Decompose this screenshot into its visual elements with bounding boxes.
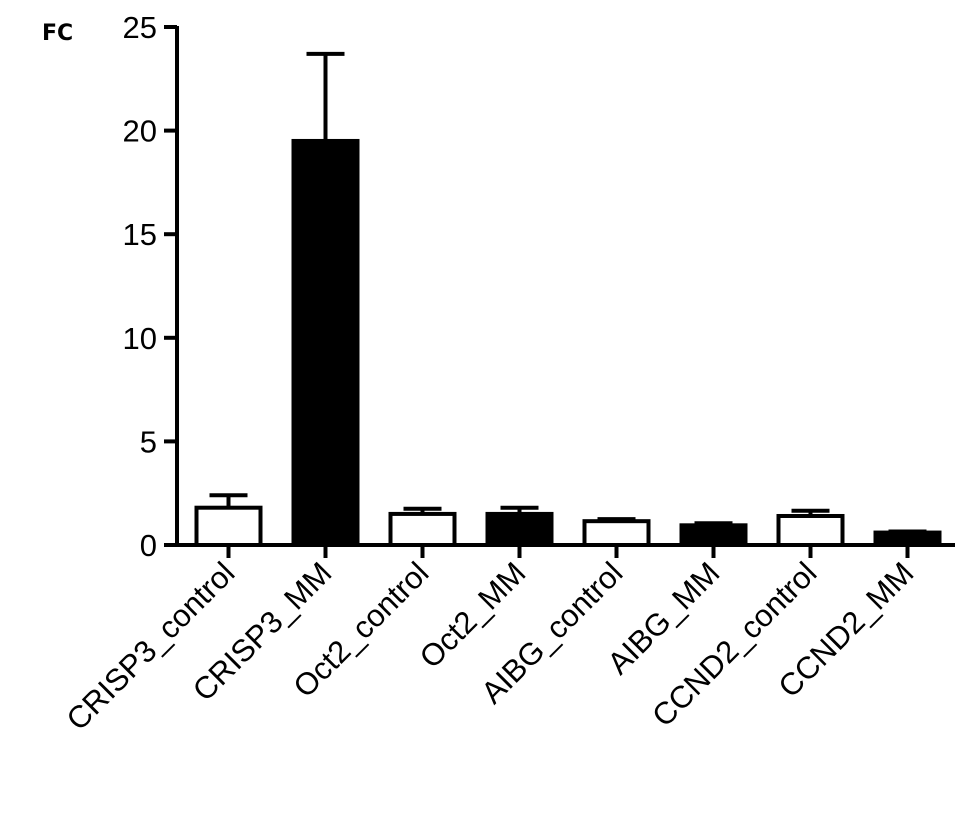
- y-tick-label: 10: [123, 321, 157, 356]
- bar: [194, 505, 263, 548]
- y-tick-label: 15: [123, 217, 157, 252]
- bar: [776, 513, 845, 548]
- y-tick-label: 25: [123, 10, 157, 45]
- y-axis: 0 5 10 15 20 25: [123, 10, 179, 563]
- x-tick-label: CCND2_control: [645, 555, 823, 733]
- bar: [485, 511, 554, 547]
- x-axis: CRISP3_controlCRISP3_MMOct2_controlOct2_…: [60, 543, 955, 737]
- bar: [582, 519, 651, 547]
- bar: [679, 523, 748, 547]
- y-tick-label: 5: [140, 424, 157, 459]
- bars: [194, 51, 942, 548]
- y-axis-label: FC: [42, 21, 73, 46]
- x-tick-label: CRISP3_control: [60, 555, 242, 737]
- y-tick-label: 0: [140, 528, 157, 563]
- y-tick-label: 20: [123, 114, 157, 149]
- bar: [291, 138, 360, 548]
- bar: [388, 511, 457, 547]
